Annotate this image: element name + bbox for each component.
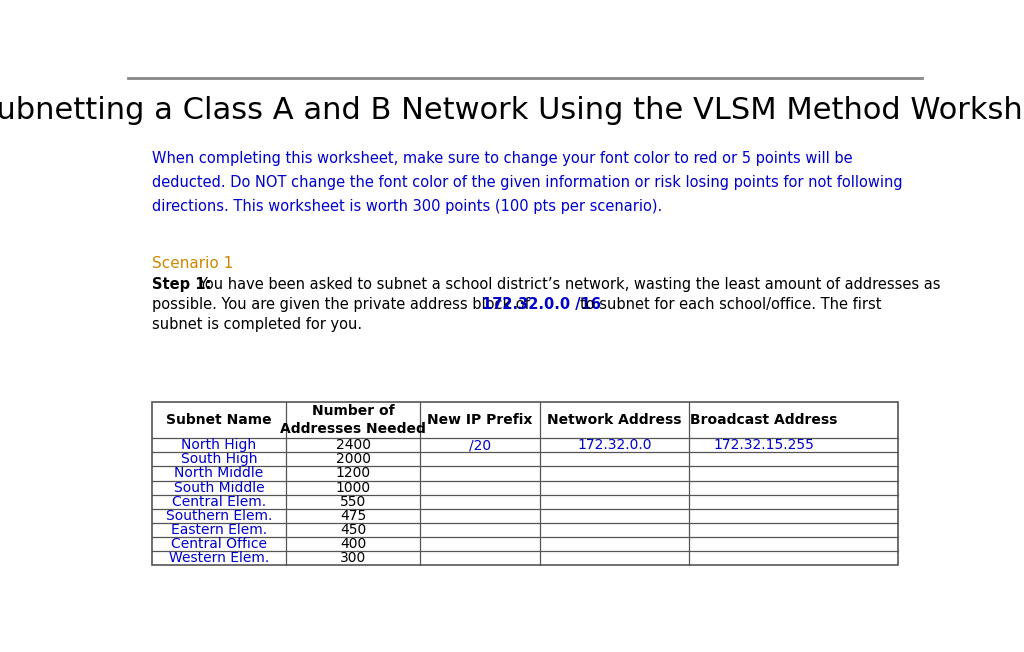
Text: subnet is completed for you.: subnet is completed for you. [152,317,361,332]
Text: When completing this worksheet, make sure to change your font color to red or 5 : When completing this worksheet, make sur… [152,151,852,166]
Text: Western Elem.: Western Elem. [169,551,269,565]
Text: deducted. Do NOT change the font color of the given information or risk losing p: deducted. Do NOT change the font color o… [152,175,902,190]
Text: North High: North High [181,438,256,452]
Text: Number of
Addresses Needed: Number of Addresses Needed [281,404,426,436]
Text: directions. This worksheet is worth 300 points (100 pts per scenario).: directions. This worksheet is worth 300 … [152,200,663,215]
Text: to subnet for each school/office. The first: to subnet for each school/office. The fi… [580,297,881,312]
Text: North Middle: North Middle [174,466,263,481]
Text: Eastern Elem.: Eastern Elem. [171,523,267,537]
Text: Central Elem.: Central Elem. [172,495,266,509]
Text: 475: 475 [340,509,367,523]
Text: 550: 550 [340,495,367,509]
Text: New IP Prefix: New IP Prefix [427,413,532,427]
Text: 172.32.0.0: 172.32.0.0 [578,438,651,452]
Text: 1000: 1000 [336,481,371,495]
Text: 450: 450 [340,523,367,537]
Text: Scenario 1: Scenario 1 [152,256,233,271]
Text: Broadcast Address: Broadcast Address [690,413,838,427]
Text: Network Address: Network Address [547,413,682,427]
Text: 2000: 2000 [336,452,371,466]
Text: 300: 300 [340,551,367,565]
Text: 1200: 1200 [336,466,371,481]
Text: 400: 400 [340,537,367,551]
Text: Southern Elem.: Southern Elem. [166,509,272,523]
Text: 2400: 2400 [336,438,371,452]
Text: /20: /20 [469,438,492,452]
Text: possible. You are given the private address block of: possible. You are given the private addr… [152,297,529,312]
Text: South Middle: South Middle [174,481,264,495]
Text: 172.32.0.0 /16: 172.32.0.0 /16 [482,297,601,312]
Text: Step 1:: Step 1: [152,276,211,291]
Text: Subnet Name: Subnet Name [166,413,271,427]
Text: South High: South High [180,452,257,466]
Text: Central Office: Central Office [171,537,267,551]
Text: Subnetting a Class A and B Network Using the VLSM Method Worksheet: Subnetting a Class A and B Network Using… [0,96,1024,125]
Text: 172.32.15.255: 172.32.15.255 [713,438,814,452]
Text: You have been asked to subnet a school district’s network, wasting the least amo: You have been asked to subnet a school d… [198,276,940,291]
